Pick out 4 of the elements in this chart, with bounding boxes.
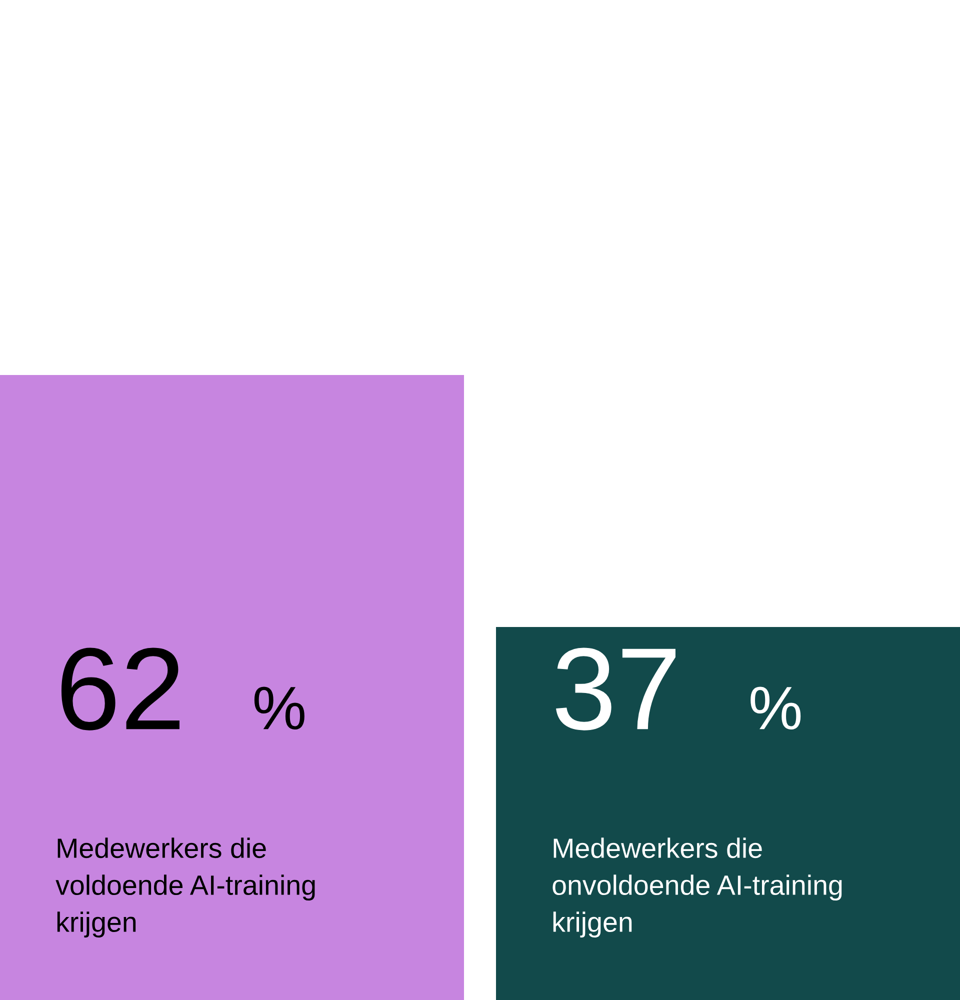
x-tick-label: Medewerkers die voldoende AI-training krijgen (56, 838, 315, 938)
data-label: 62 % (61, 648, 304, 730)
x-tick-label: Medewerkers die onvoldoende AI-training krijgen (552, 838, 842, 938)
data-label: 37 % (556, 648, 801, 730)
